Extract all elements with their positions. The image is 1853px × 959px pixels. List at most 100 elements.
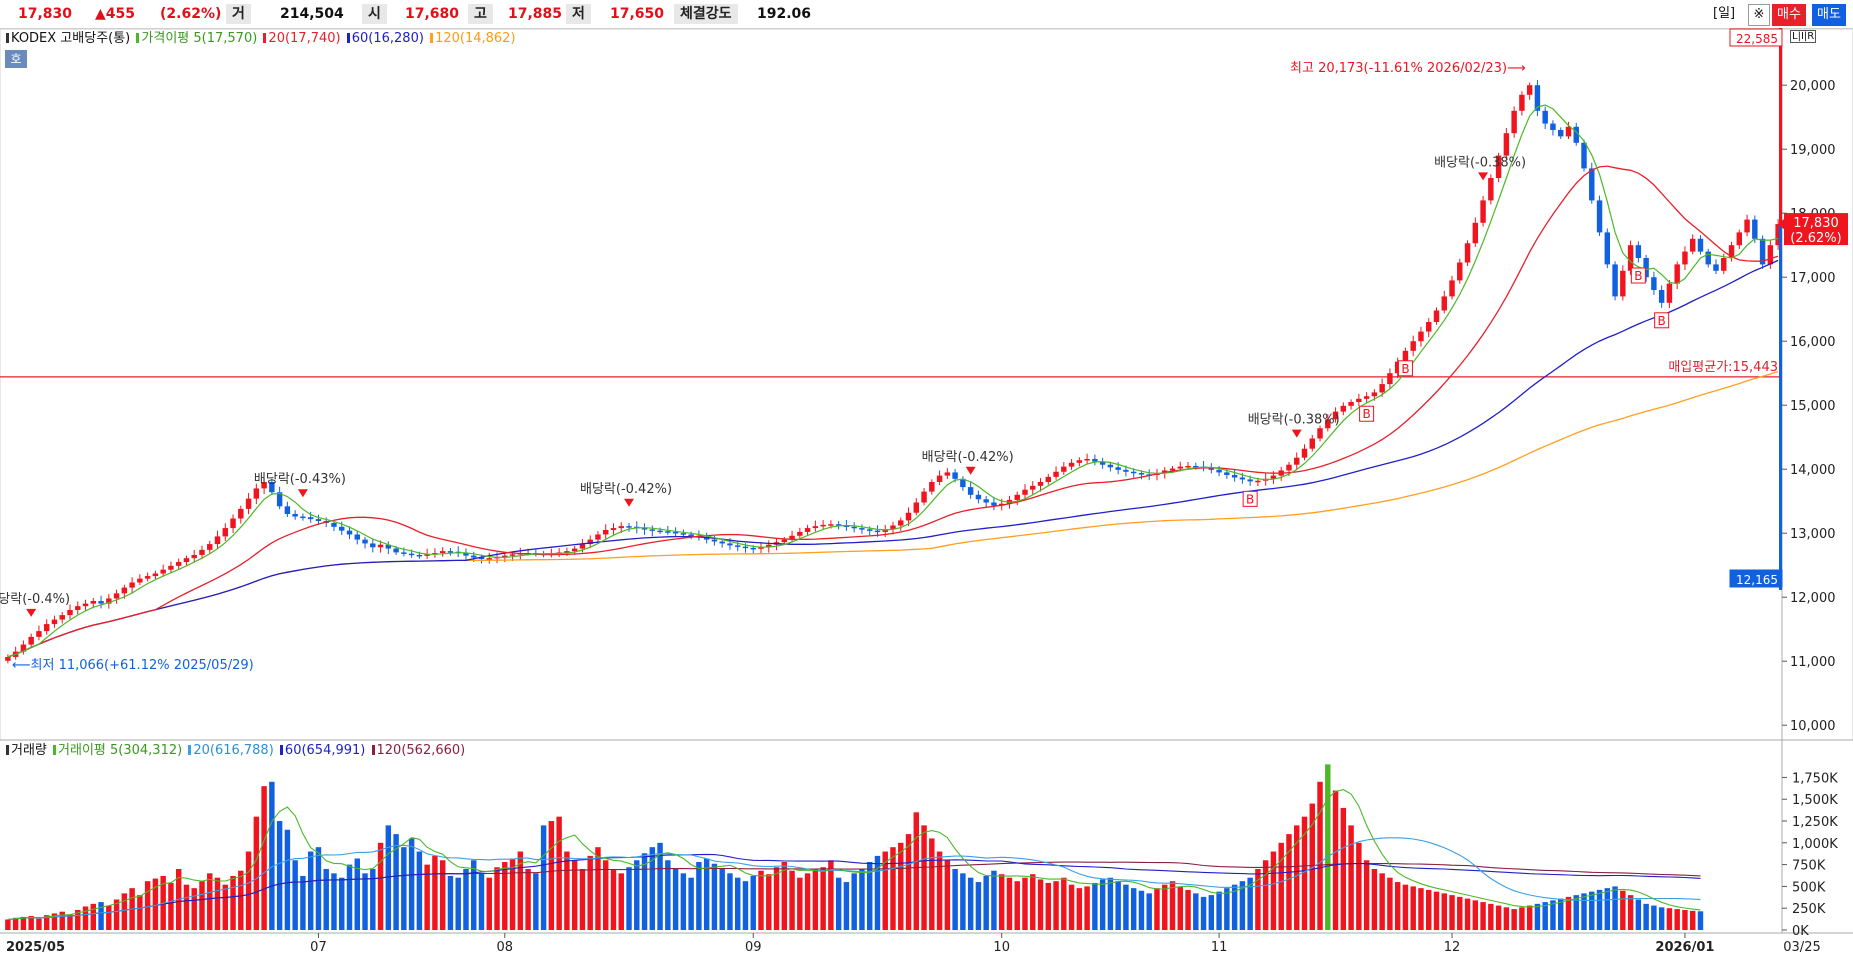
volume-bar [331, 873, 337, 930]
volume-bar [207, 873, 213, 930]
candle [1068, 462, 1075, 467]
volume-bar [960, 873, 966, 930]
volume-tick-label: 0K [1792, 924, 1809, 939]
candle [160, 569, 166, 574]
candle [214, 536, 221, 545]
dividend-label: 배당락(-0.42%) [922, 450, 1014, 465]
price-change-pct: (2.62%) [160, 6, 222, 22]
volume-bar [1286, 834, 1292, 930]
volume-bar [548, 821, 555, 930]
volume-bar [1620, 890, 1626, 930]
candle [175, 562, 182, 566]
volume-bar [533, 873, 539, 930]
volume-bar [339, 877, 345, 930]
volume-bar [851, 873, 857, 930]
candle [1162, 470, 1168, 474]
candle [603, 530, 609, 535]
candle [1565, 126, 1572, 137]
volume-tick-label: 1,500K [1792, 793, 1838, 808]
volume-bar [758, 870, 764, 930]
volume-bar [766, 874, 772, 930]
candle [1107, 464, 1114, 468]
volume-bar [51, 913, 58, 930]
volume-bar [370, 868, 376, 930]
volume-bar [1045, 882, 1052, 930]
volume-bar [1255, 868, 1261, 930]
volume-bar [245, 851, 252, 930]
volume-bar [238, 870, 244, 930]
candle [20, 644, 27, 652]
candle [339, 526, 345, 531]
volume-bar [843, 882, 850, 930]
candle [874, 530, 881, 533]
candle [1674, 264, 1680, 284]
ho-button[interactable]: 호 [5, 50, 27, 68]
volume-bar [494, 867, 500, 930]
candle [463, 553, 469, 556]
candle [1294, 457, 1300, 465]
vlegend-ma60: 60(654,991) [284, 743, 366, 758]
candle [1030, 485, 1036, 490]
price-tick-label: 19,000 [1790, 143, 1836, 158]
candle [828, 524, 834, 526]
candle [253, 488, 260, 499]
volume-bar [1666, 908, 1673, 930]
volume-bar [1301, 816, 1308, 930]
volume-label: 거 [226, 4, 251, 24]
volume-bar [913, 812, 920, 930]
volume-bar [1185, 889, 1191, 930]
current-pct-tag: (2.62%) [1790, 231, 1841, 246]
strength-value: 192.06 [757, 6, 812, 22]
volume-bar [1130, 888, 1137, 930]
volume-bar [1099, 879, 1106, 930]
volume-bar [214, 877, 221, 930]
period-button[interactable]: [일] [1713, 6, 1736, 21]
candle [1185, 466, 1191, 468]
candle [416, 554, 423, 557]
candle [509, 554, 516, 556]
candle [1689, 238, 1696, 252]
candle [727, 543, 733, 546]
scale-min-tag: 12,165 [1736, 573, 1778, 587]
volume-bar [929, 838, 935, 930]
candle [59, 615, 65, 620]
low-annotation: ⟵최저 11,066(+61.12% 2025/05/29) [12, 658, 254, 673]
volume-legend: 거래량 거래이평 5(304,312) 20(616,788) 60(654,9… [6, 742, 467, 760]
candle [129, 582, 135, 588]
buy-button[interactable]: 매수 [1772, 4, 1806, 26]
candle [1115, 467, 1121, 470]
candle [1076, 460, 1083, 463]
candle [67, 610, 73, 616]
sell-button[interactable]: 매도 [1812, 4, 1846, 26]
volume-bar [447, 875, 454, 930]
settings-icon[interactable]: ※ [1748, 4, 1770, 26]
candle [1472, 222, 1479, 244]
volume-bar [975, 882, 982, 930]
candle [967, 487, 974, 495]
volume-bar [991, 870, 997, 930]
volume-bar [106, 905, 112, 930]
lir-toggle[interactable]: L|I|R [1790, 30, 1817, 43]
candle [152, 573, 159, 577]
candle [1759, 238, 1766, 265]
candle [5, 656, 11, 661]
legend-ma5: 가격이평 5(17,570) [141, 31, 258, 46]
candle [393, 548, 399, 553]
volume-bar [152, 878, 159, 930]
volume-bar [1270, 851, 1277, 930]
volume-bar [882, 851, 888, 930]
volume-bar [1123, 884, 1129, 930]
volume-bar [1379, 873, 1385, 930]
volume-tick-label: 250K [1792, 902, 1826, 917]
candle [711, 539, 718, 542]
candle [222, 528, 228, 537]
candle [719, 541, 725, 544]
candle [1558, 130, 1564, 137]
volume-bar [354, 858, 360, 930]
volume-bar [455, 877, 461, 930]
volume-bar [362, 873, 368, 930]
volume-tick-label: 1,750K [1792, 771, 1838, 786]
candle [688, 534, 694, 536]
volume-bar [1030, 874, 1036, 930]
